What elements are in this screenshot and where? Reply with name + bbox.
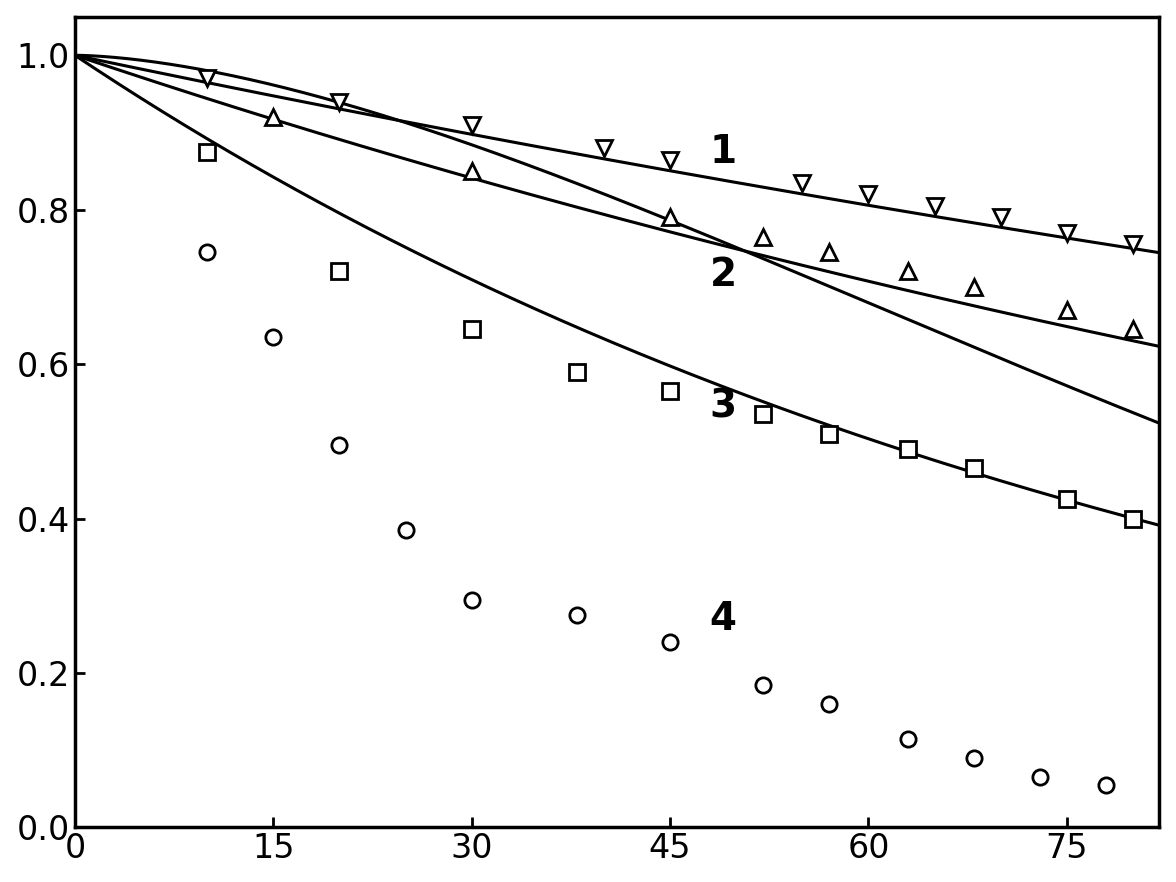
Text: 2: 2 — [709, 257, 737, 295]
Text: 3: 3 — [709, 387, 737, 426]
Text: 4: 4 — [709, 600, 736, 638]
Text: 1: 1 — [709, 133, 737, 171]
